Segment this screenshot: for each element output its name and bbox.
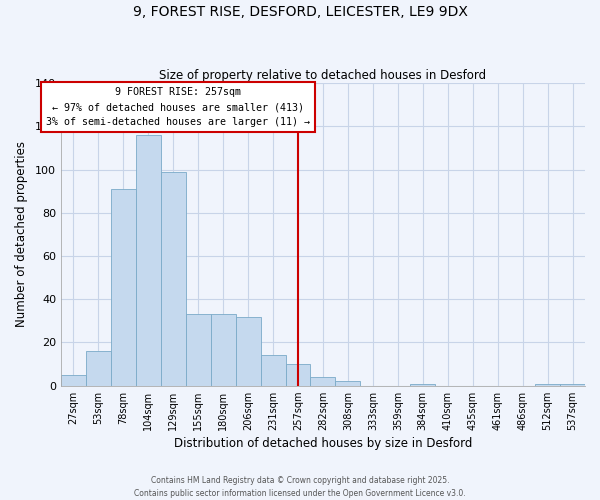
Bar [211,314,236,386]
Bar [136,135,161,386]
Bar [236,316,260,386]
Text: 9, FOREST RISE, DESFORD, LEICESTER, LE9 9DX: 9, FOREST RISE, DESFORD, LEICESTER, LE9 … [133,5,467,19]
Bar [186,314,211,386]
Title: Size of property relative to detached houses in Desford: Size of property relative to detached ho… [160,69,487,82]
Bar [335,382,361,386]
Bar [310,377,335,386]
Bar [111,189,136,386]
X-axis label: Distribution of detached houses by size in Desford: Distribution of detached houses by size … [174,437,472,450]
Bar [61,375,86,386]
Bar [560,384,585,386]
Bar [286,364,310,386]
Bar [410,384,435,386]
Text: Contains HM Land Registry data © Crown copyright and database right 2025.
Contai: Contains HM Land Registry data © Crown c… [134,476,466,498]
Bar [260,356,286,386]
Y-axis label: Number of detached properties: Number of detached properties [15,142,28,328]
Bar [86,351,111,386]
Bar [161,172,186,386]
Bar [535,384,560,386]
Text: 9 FOREST RISE: 257sqm
← 97% of detached houses are smaller (413)
3% of semi-deta: 9 FOREST RISE: 257sqm ← 97% of detached … [46,88,310,127]
